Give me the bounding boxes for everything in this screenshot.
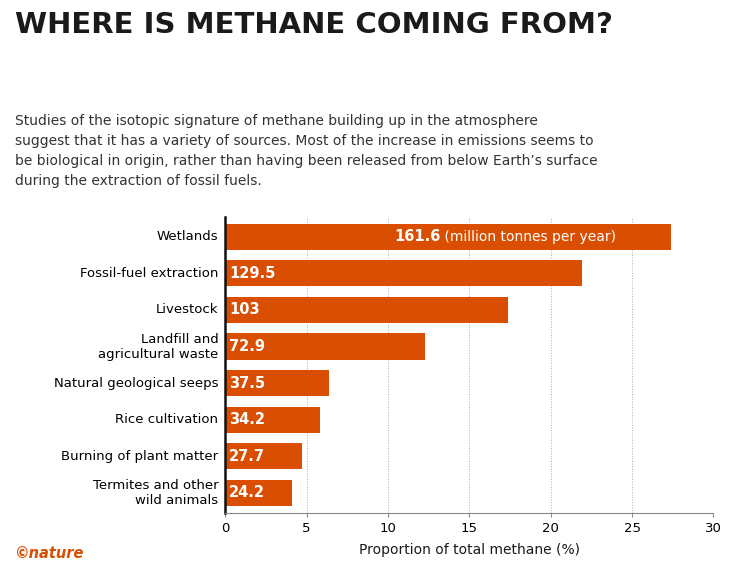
Text: 27.7: 27.7 <box>229 449 265 464</box>
Text: 129.5: 129.5 <box>229 266 276 281</box>
Bar <box>225 406 319 433</box>
Bar <box>225 223 671 250</box>
Text: (million tonnes per year): (million tonnes per year) <box>440 230 617 244</box>
Text: 34.2: 34.2 <box>229 412 265 427</box>
Text: 37.5: 37.5 <box>229 376 266 390</box>
Bar <box>225 297 508 323</box>
Text: 161.6: 161.6 <box>395 229 441 244</box>
Text: 72.9: 72.9 <box>229 339 265 354</box>
X-axis label: Proportion of total methane (%): Proportion of total methane (%) <box>359 543 580 557</box>
Text: 103: 103 <box>229 303 260 317</box>
Bar <box>225 333 425 360</box>
Bar <box>225 443 302 470</box>
Text: ©nature: ©nature <box>15 547 84 561</box>
Bar <box>225 480 292 506</box>
Bar <box>225 260 581 287</box>
Text: Studies of the isotopic signature of methane building up in the atmosphere
sugge: Studies of the isotopic signature of met… <box>15 114 598 188</box>
Bar <box>225 370 329 396</box>
Text: 24.2: 24.2 <box>229 486 265 500</box>
Text: WHERE IS METHANE COMING FROM?: WHERE IS METHANE COMING FROM? <box>15 11 613 39</box>
